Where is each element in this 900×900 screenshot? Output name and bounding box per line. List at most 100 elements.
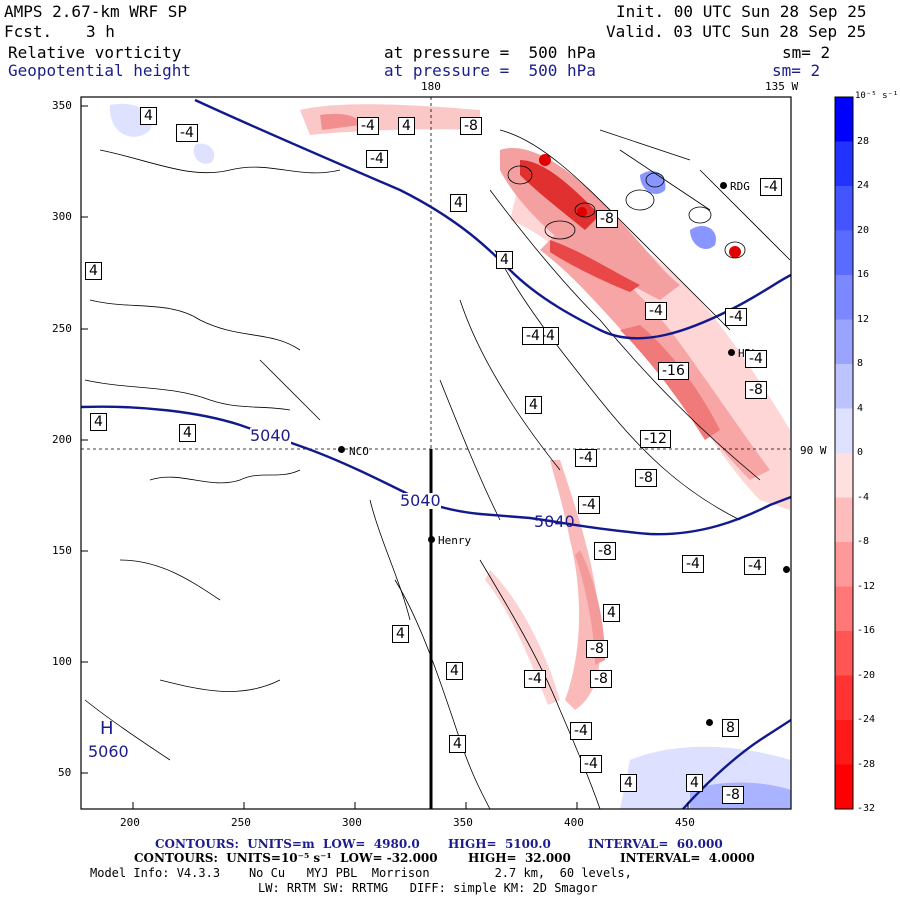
vorticity-contours — [84, 129, 791, 809]
y-tick-label: 300 — [52, 210, 72, 223]
colorbar-tick-label: 20 — [857, 224, 870, 236]
colorbar-tick-label: -28 — [857, 758, 876, 770]
vorticity-contour-label: -8 — [745, 381, 767, 399]
footer-height-contours: CONTOURS: UNITS=m LOW= 4980.0 — [155, 837, 420, 851]
height-contour-label: 5040 — [250, 426, 291, 445]
y-tick-label: 50 — [58, 766, 72, 779]
vorticity-fill — [109, 103, 791, 809]
colorbar-bin — [835, 230, 853, 276]
vorticity-contour-label: -4 — [366, 150, 388, 168]
colorbar-tick-label: -12 — [857, 580, 876, 592]
vorticity-contour-label: -4 — [725, 308, 747, 326]
vorticity-contour-label: 4 — [496, 251, 513, 269]
footer-height-interval: INTERVAL= 60.000 — [588, 837, 723, 851]
vorticity-contour-label: -4 — [575, 449, 597, 467]
colorbar-tick-label: 24 — [857, 180, 870, 191]
vorticity-contour-label: -12 — [640, 430, 671, 448]
station-label-rdg: RDG — [730, 180, 750, 193]
vorticity-contour-label: 4 — [620, 774, 637, 792]
field-vorticity-smoothing: sm= 2 — [782, 43, 831, 62]
colorbar-tick-label: 12 — [857, 313, 870, 325]
station-marker — [783, 566, 790, 573]
vorticity-contour-label: -8 — [586, 640, 608, 658]
colorbar-bin — [835, 586, 853, 632]
colorbar-bin — [835, 542, 853, 587]
plot-frame — [80, 96, 792, 810]
field-height-name: Geopotential height — [8, 61, 192, 80]
colorbar-tick-label: 16 — [857, 269, 870, 280]
x-tick-label: 400 — [564, 816, 584, 829]
colorbar-tick-label: 8 — [857, 358, 864, 369]
x-tick-label: 250 — [231, 816, 251, 829]
station-marker — [428, 536, 435, 543]
y-tick-label: 100 — [52, 655, 72, 668]
colorbar-bin — [835, 141, 853, 187]
colorbar-bin — [835, 408, 853, 454]
colorbar-bin — [835, 720, 853, 765]
footer-vort-interval: INTERVAL= 4.0000 — [620, 851, 755, 865]
colorbar-tick-label: -20 — [857, 669, 876, 681]
vorticity-contour-label: 4 — [392, 625, 409, 643]
vorticity-contour-label: 4 — [525, 396, 542, 414]
vorticity-contour-label: 4 — [398, 117, 415, 135]
y-tick-label: 200 — [52, 433, 72, 446]
x-tick-label: 350 — [453, 816, 473, 829]
x-tick-label: 300 — [342, 816, 362, 829]
colorbar-tick-label: -16 — [857, 625, 876, 636]
vorticity-contour-label: -4 — [580, 755, 602, 773]
vorticity-contour-label: -4 — [357, 117, 379, 135]
vorticity-contour-label: -8 — [590, 670, 612, 688]
vorticity-contour-label: 4 — [450, 194, 467, 212]
vorticity-contour-label: -16 — [658, 362, 689, 380]
forecast-label: Fcst. — [4, 22, 53, 41]
colorbar-frame — [834, 96, 854, 810]
field-height-level: at pressure = 500 hPa — [384, 61, 596, 80]
colorbar-tick-label: 4 — [857, 402, 864, 414]
colorbar — [834, 96, 854, 810]
forecast-hour: 3 h — [86, 22, 115, 41]
colorbar-bin — [835, 319, 853, 365]
vorticity-contour-label: 4 — [179, 424, 196, 442]
vorticity-contour-label: -4 — [744, 557, 766, 575]
vorticity-contour-label: 4 — [603, 604, 620, 622]
height-contour-label: 5040 — [400, 491, 441, 510]
colorbar-tick-label: 28 — [857, 135, 870, 147]
y-tick-label: 250 — [52, 322, 72, 335]
colorbar-bin — [835, 186, 853, 231]
colorbar-bin — [835, 275, 853, 320]
height-contour-label: 5040 — [534, 512, 575, 531]
footer-height-high: HIGH= 5100.0 — [448, 837, 551, 851]
footer-vort-contours: CONTOURS: UNITS=10⁻⁵ s⁻¹ LOW= -32.000 — [134, 851, 438, 865]
colorbar-tick-label: -24 — [857, 714, 876, 725]
footer-physics-info: LW: RRTM SW: RRTMG DIFF: simple KM: 2D S… — [258, 881, 598, 895]
footer-model-info: Model Info: V4.3.3 No Cu MYJ PBL Morriso… — [90, 866, 632, 880]
vorticity-contour-label: -8 — [594, 542, 616, 560]
vorticity-contour-label: -8 — [460, 117, 482, 135]
x-tick-label: 200 — [120, 816, 140, 829]
axis-ticks — [81, 105, 689, 809]
meridian-135w-label: 135 W — [765, 80, 799, 93]
station-marker — [338, 446, 345, 453]
station-marker — [720, 182, 727, 189]
station-label-henry: Henry — [438, 534, 472, 547]
vorticity-contour-label: 4 — [85, 262, 102, 280]
vorticity-contour-label: 4 — [446, 662, 463, 680]
x-tick-label: 450 — [675, 816, 695, 829]
high-pressure-marker: H — [100, 718, 114, 739]
vorticity-contour-label: -8 — [635, 469, 657, 487]
y-tick-label: 350 — [52, 99, 72, 112]
valid-time: Valid. 03 UTC Sun 28 Sep 25 — [606, 22, 867, 41]
graticule — [81, 97, 791, 450]
high-center-value: 5060 — [88, 742, 129, 761]
colorbar-bin — [835, 764, 853, 810]
field-vorticity-name: Relative vorticity — [8, 43, 182, 62]
vorticity-contour-label: -4 — [176, 124, 198, 142]
vorticity-contour-label: 4 — [449, 735, 466, 753]
vorticity-contour-label: 8 — [722, 719, 739, 737]
y-tick-label: 150 — [52, 544, 72, 557]
vorticity-contour-label: -4 — [524, 670, 546, 688]
colorbar-tick-label: -32 — [857, 803, 876, 814]
vorticity-contour-label: -4 — [522, 327, 544, 345]
station-label-nco: NCO — [349, 445, 369, 458]
vorticity-contour-label: -4 — [578, 496, 600, 514]
